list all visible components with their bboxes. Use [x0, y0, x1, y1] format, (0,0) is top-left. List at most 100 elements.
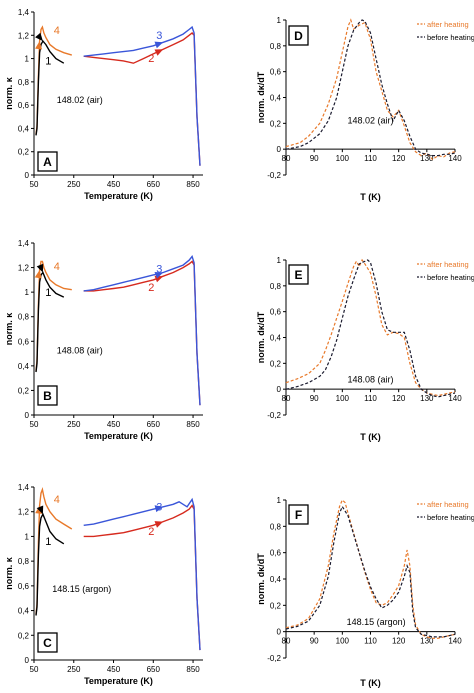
curve-arrow-blue: [154, 41, 164, 49]
y-tick-label: 0: [277, 145, 282, 154]
y-tick-label: 1: [277, 256, 282, 265]
panel-label: D: [294, 29, 303, 43]
x-axis-title: T (K): [360, 678, 381, 688]
x-tick-label: 850: [186, 180, 200, 189]
x-tick-label: 450: [107, 180, 121, 189]
curve-arrow-orange: [34, 270, 42, 279]
series-line-black: [35, 39, 65, 136]
y-tick-label: 0: [277, 385, 282, 394]
panel-label: E: [294, 268, 302, 282]
y-axis-title: norm. dκ/dT: [256, 71, 266, 123]
x-tick-label: 80: [282, 394, 291, 403]
curve-label-1: 1: [45, 536, 51, 548]
y-axis-title: norm. κ: [4, 76, 14, 110]
y-tick-label: 1,2: [18, 508, 30, 517]
panel-b: 0 0,2 0,4 0,6 0,8 1 1,2 1,4 50 250 450 650 850 Temper…: [4, 239, 203, 441]
curve-label-3: 3: [156, 501, 162, 513]
panel-label-box: [288, 25, 309, 46]
x-tick-label: 850: [186, 420, 200, 429]
x-axis-title: T (K): [360, 192, 381, 202]
x-axis-title: Temperature (K): [84, 191, 153, 201]
y-tick-label: 1,2: [18, 31, 30, 40]
curve-arrow-black: [35, 32, 43, 42]
series-line-black: [35, 512, 65, 616]
y-tick-label: 0: [25, 171, 30, 180]
panel-label: A: [43, 155, 52, 169]
curve-arrow-blue: [154, 505, 164, 513]
y-tick-label: 0,2: [18, 148, 30, 157]
x-tick-label: 120: [392, 154, 406, 163]
x-axis-title: Temperature (K): [84, 431, 153, 441]
curve-arrow-blue: [154, 272, 164, 279]
y-axis-title: norm. dκ/dT: [256, 553, 266, 605]
panel-label-box: [37, 632, 58, 653]
x-tick-label: 120: [392, 394, 406, 403]
y-tick-label: 0: [25, 656, 30, 665]
series-line-red: [83, 504, 201, 651]
x-tick-label: 90: [310, 394, 319, 403]
series-line-black: [35, 271, 65, 373]
y-tick-label: 0,4: [18, 124, 30, 133]
x-tick-label: 140: [448, 637, 462, 646]
panel-f: -0,2 0 0,2 0,4 0,6 0,8 1 80 90 100 110 120 130 140 T (…: [256, 496, 474, 688]
series-line-after-heating: [285, 258, 456, 397]
series-line-blue: [83, 255, 201, 406]
series-line-after-heating: [285, 18, 456, 161]
x-tick-label: 650: [147, 420, 161, 429]
y-tick-label: 1: [277, 16, 282, 25]
sample-annotation: 148.15 (argon): [52, 584, 111, 594]
curve-arrow-black: [36, 505, 44, 515]
series-line-before-heating: [285, 259, 456, 398]
x-tick-label: 450: [107, 420, 121, 429]
y-tick-label: 1,2: [18, 264, 30, 273]
panel-label-box: [37, 151, 58, 172]
y-tick-label: 1,4: [18, 483, 30, 492]
curve-label-3: 3: [156, 263, 162, 275]
series-line-before-heating: [285, 19, 456, 157]
x-tick-label: 80: [282, 154, 291, 163]
sample-annotation: 148.08 (air): [57, 346, 103, 356]
curve-label-1: 1: [45, 287, 51, 299]
panel-label: F: [295, 508, 302, 522]
series-line-red: [83, 260, 201, 406]
sample-annotation: 148.08 (air): [347, 375, 393, 385]
y-tick-label: 0,6: [18, 337, 30, 346]
y-tick-label: 0,8: [270, 282, 282, 291]
panel-label-box: [288, 504, 309, 525]
y-tick-label: 0,8: [18, 313, 30, 322]
legend-label: before heating: [427, 513, 474, 522]
y-tick-label: 0,8: [18, 78, 30, 87]
series-line-before-heating: [285, 505, 456, 638]
legend-label: after heating: [427, 20, 469, 29]
y-tick-label: -0,2: [267, 411, 281, 420]
legend-label: after heating: [427, 260, 469, 269]
sample-annotation: 148.02 (air): [57, 95, 103, 105]
y-tick-label: -0,2: [267, 654, 281, 663]
legend-label: after heating: [427, 500, 469, 509]
x-tick-label: 90: [310, 637, 319, 646]
y-tick-label: 0,6: [18, 582, 30, 591]
y-tick-label: 0,4: [270, 575, 282, 584]
x-tick-label: 110: [364, 637, 377, 646]
y-tick-label: 0,2: [18, 386, 30, 395]
x-tick-label: 110: [364, 154, 377, 163]
sample-annotation: 148.02 (air): [347, 115, 393, 125]
x-tick-label: 90: [310, 154, 319, 163]
curve-label-4: 4: [54, 261, 60, 273]
x-tick-label: 100: [336, 394, 350, 403]
curve-label-2: 2: [148, 53, 154, 65]
x-tick-label: 250: [67, 665, 81, 674]
x-tick-label: 110: [364, 394, 377, 403]
x-tick-label: 650: [147, 180, 161, 189]
x-tick-label: 130: [420, 394, 434, 403]
y-tick-label: 1: [277, 496, 282, 505]
panel-d: -0,2 0 0,2 0,4 0,6 0,8 1 80 90 100 110 120 130 140 T (…: [256, 16, 474, 202]
x-tick-label: 250: [67, 180, 81, 189]
y-tick-label: 0,6: [270, 308, 282, 317]
y-tick-label: 1: [25, 532, 30, 541]
legend-label: before heating: [427, 33, 474, 42]
x-tick-label: 100: [336, 637, 350, 646]
y-tick-label: 0,6: [270, 549, 282, 558]
y-tick-label: 0: [277, 628, 282, 637]
